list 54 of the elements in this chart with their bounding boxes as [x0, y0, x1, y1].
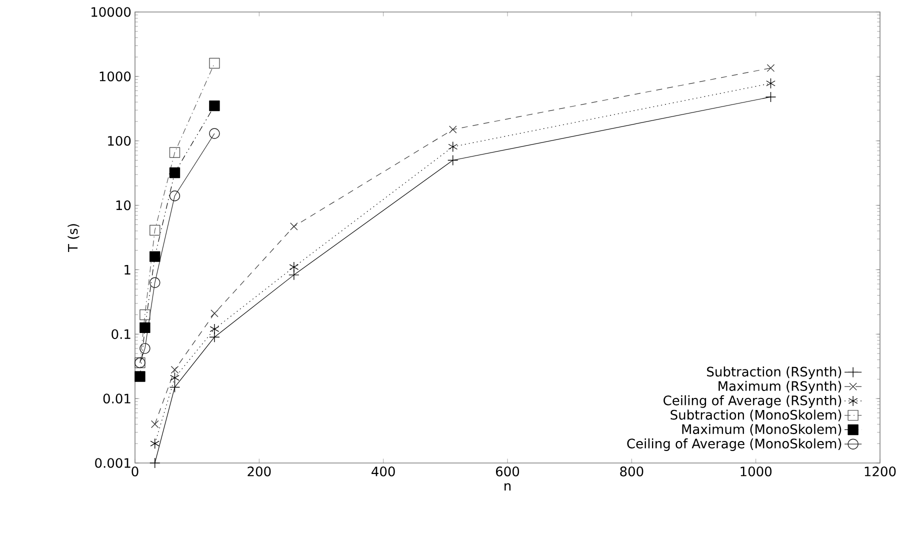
point: [140, 322, 150, 334]
point: [150, 224, 160, 236]
point: [150, 420, 159, 428]
x-axis-title: n: [504, 483, 511, 491]
legend-label: Ceiling of Average (RSynth): [664, 395, 842, 408]
legend-label: Subtraction (MonoSkolem): [670, 410, 842, 422]
y-tick-label: 0.1: [112, 329, 130, 340]
y-tick-label: 1000: [100, 72, 131, 82]
point: [209, 128, 220, 139]
point: [140, 309, 150, 320]
point: [170, 366, 179, 374]
point: [209, 100, 220, 112]
y-tick-label: 0.001: [95, 458, 130, 468]
point: [150, 458, 160, 468]
point: [448, 141, 458, 152]
y-tick-label: 10: [116, 200, 131, 210]
point: [209, 332, 220, 342]
x-tick-label: 200: [248, 466, 271, 476]
point: [150, 438, 160, 449]
x-tick-label: 1200: [864, 466, 896, 476]
point: [169, 190, 180, 202]
point: [290, 222, 298, 230]
x-tick-label: 600: [496, 466, 520, 476]
point: [766, 78, 776, 89]
point: [150, 277, 160, 288]
point: [766, 64, 775, 72]
point: [140, 343, 150, 354]
y-tick-label: 10000: [92, 7, 131, 17]
y-tick-label: 100: [108, 136, 131, 146]
point: [169, 147, 180, 158]
point: [448, 126, 457, 134]
legend-label: Maximum (RSynth): [718, 380, 842, 394]
x-tick-label: 400: [372, 466, 395, 476]
legend-label: Ceiling of Average (MonoSkolem): [627, 438, 842, 451]
point: [210, 324, 220, 334]
point: [169, 167, 180, 178]
legend-label: Maximum (MonoSkolem): [682, 424, 842, 436]
point: [150, 251, 160, 262]
legend-label: Subtraction (RSynth): [707, 366, 842, 380]
y-tick-label: 0.01: [103, 394, 130, 404]
point: [765, 92, 776, 102]
point: [210, 309, 218, 318]
point: [169, 382, 180, 393]
x-tick-label: 800: [620, 466, 644, 476]
point: [289, 262, 299, 272]
y-axis-title: T (s): [68, 224, 80, 252]
x-tick-label: 0: [132, 466, 138, 476]
x-tick-label: 1000: [740, 466, 772, 476]
point: [170, 372, 180, 384]
point: [288, 270, 300, 280]
point: [134, 371, 146, 382]
point: [209, 58, 220, 69]
y-tick-label: 1: [124, 264, 130, 274]
point: [448, 154, 458, 166]
